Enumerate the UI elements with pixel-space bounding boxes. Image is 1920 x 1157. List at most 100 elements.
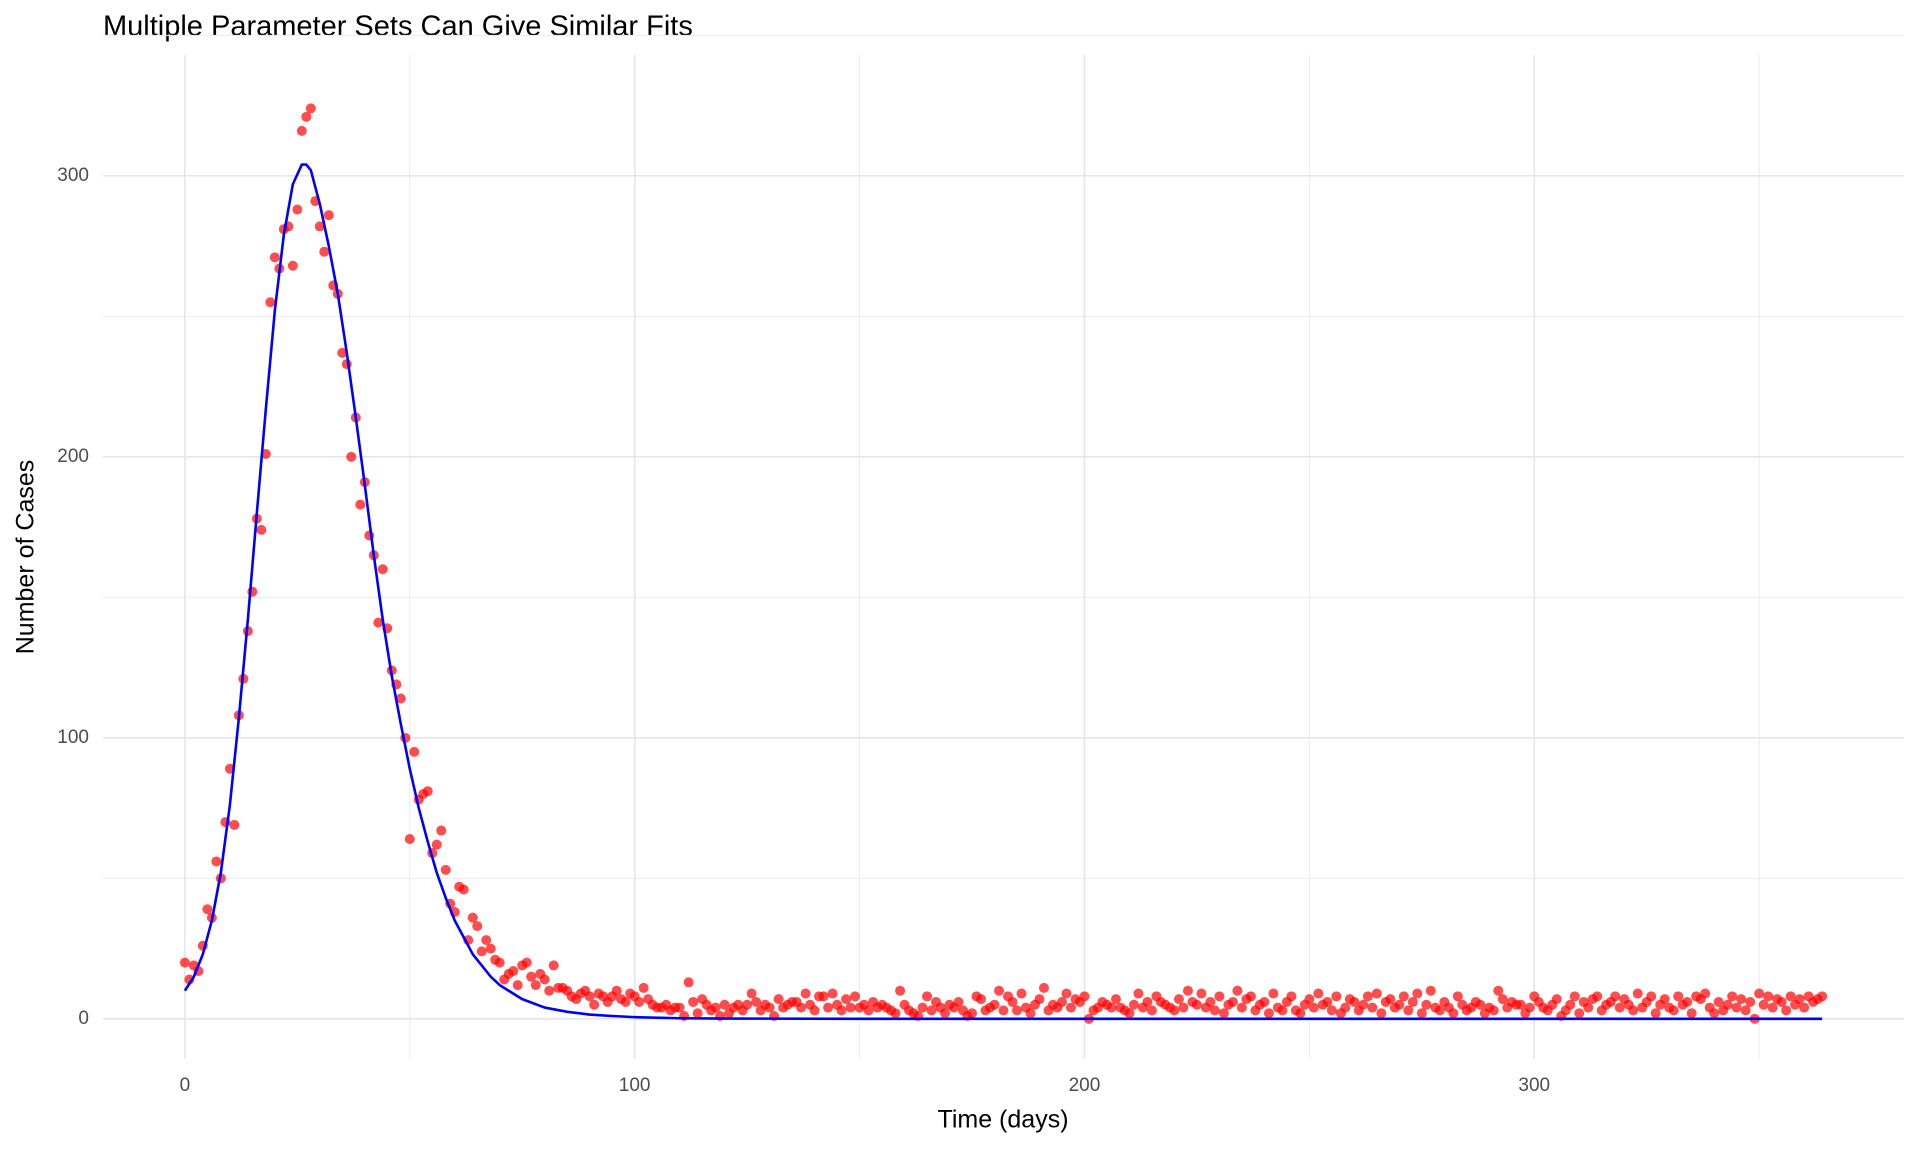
- data-point: [1340, 1002, 1351, 1013]
- data-point: [1196, 988, 1207, 999]
- data-point: [1376, 1008, 1387, 1019]
- data-point: [1349, 996, 1360, 1007]
- data-point: [1421, 999, 1432, 1010]
- data-point: [773, 994, 784, 1005]
- data-point: [1214, 991, 1225, 1002]
- data-point: [1191, 999, 1202, 1010]
- data-point: [1646, 991, 1657, 1002]
- y-tick-label: 100: [57, 727, 89, 748]
- data-point: [467, 912, 478, 923]
- data-point: [895, 985, 906, 996]
- data-point: [827, 988, 838, 999]
- data-point: [1448, 1008, 1459, 1019]
- data-point: [1268, 988, 1279, 999]
- data-point: [1817, 991, 1828, 1002]
- data-point: [521, 957, 532, 968]
- data-point: [1686, 1008, 1697, 1019]
- data-point: [1398, 991, 1409, 1002]
- data-point: [818, 991, 829, 1002]
- data-point: [539, 974, 550, 985]
- data-point: [301, 111, 312, 122]
- data-point: [940, 1008, 951, 1019]
- data-point: [638, 982, 649, 993]
- data-point: [1034, 994, 1045, 1005]
- data-point: [989, 999, 1000, 1010]
- data-point: [1412, 988, 1423, 999]
- x-tick-label: 200: [1069, 1075, 1101, 1096]
- data-point: [1182, 985, 1193, 996]
- data-point: [1173, 994, 1184, 1005]
- data-point: [265, 297, 276, 308]
- data-point: [1776, 996, 1787, 1007]
- data-point: [1394, 999, 1405, 1010]
- data-point: [1178, 1002, 1189, 1013]
- data-point: [796, 1002, 807, 1013]
- data-point: [1025, 1008, 1036, 1019]
- data-point: [1133, 988, 1144, 999]
- data-point: [287, 260, 298, 271]
- data-point: [1362, 991, 1373, 1002]
- data-point: [1425, 985, 1436, 996]
- data-point: [1326, 1005, 1337, 1016]
- data-point: [1515, 999, 1526, 1010]
- data-point: [1727, 991, 1738, 1002]
- data-point: [494, 957, 505, 968]
- data-point: [1475, 999, 1486, 1010]
- data-point: [1124, 1008, 1135, 1019]
- data-point: [485, 943, 496, 954]
- data-point: [256, 524, 267, 535]
- data-point: [1493, 985, 1504, 996]
- data-point: [1569, 991, 1580, 1002]
- data-point: [1614, 1002, 1625, 1013]
- data-point: [296, 125, 307, 136]
- data-point: [1245, 991, 1256, 1002]
- chart-title: Multiple Parameter Sets Can Give Similar…: [103, 11, 693, 43]
- x-tick-label: 100: [619, 1075, 651, 1096]
- data-point: [458, 884, 469, 895]
- data-point: [1610, 991, 1621, 1002]
- data-point: [710, 1002, 721, 1013]
- data-point: [1106, 1002, 1117, 1013]
- data-point: [1574, 1008, 1585, 1019]
- data-point: [1781, 1005, 1792, 1016]
- data-point: [1650, 1008, 1661, 1019]
- data-point: [1218, 1008, 1229, 1019]
- data-point: [481, 935, 492, 946]
- data-point: [1367, 1002, 1378, 1013]
- data-point: [440, 864, 451, 875]
- data-point: [1731, 1002, 1742, 1013]
- x-axis-title: Time (days): [937, 1106, 1068, 1134]
- data-point: [508, 966, 519, 977]
- data-point: [1736, 994, 1747, 1005]
- data-point: [976, 994, 987, 1005]
- data-point: [355, 499, 366, 510]
- data-point: [634, 996, 645, 1007]
- data-point: [953, 996, 964, 1007]
- data-point: [1263, 1008, 1274, 1019]
- data-point: [998, 1005, 1009, 1016]
- data-point: [1304, 994, 1315, 1005]
- data-point: [994, 985, 1005, 996]
- fit-line: [183, 163, 1823, 1021]
- data-point: [584, 991, 595, 1002]
- data-point: [1259, 996, 1270, 1007]
- data-point: [1583, 1002, 1594, 1013]
- data-point: [764, 1002, 775, 1013]
- data-point: [1745, 996, 1756, 1007]
- data-point: [1371, 988, 1382, 999]
- data-point: [926, 1005, 937, 1016]
- data-point: [890, 1008, 901, 1019]
- data-point: [1434, 1005, 1445, 1016]
- data-point: [1452, 991, 1463, 1002]
- y-tick-label: 300: [57, 165, 89, 186]
- data-point: [800, 988, 811, 999]
- data-point: [377, 564, 388, 575]
- data-point: [836, 1005, 847, 1016]
- data-point: [823, 1002, 834, 1013]
- data-point: [1668, 1005, 1679, 1016]
- data-point: [404, 833, 415, 844]
- data-point: [269, 252, 280, 263]
- data-point: [436, 825, 447, 836]
- data-point: [1056, 996, 1067, 1007]
- data-point: [692, 1008, 703, 1019]
